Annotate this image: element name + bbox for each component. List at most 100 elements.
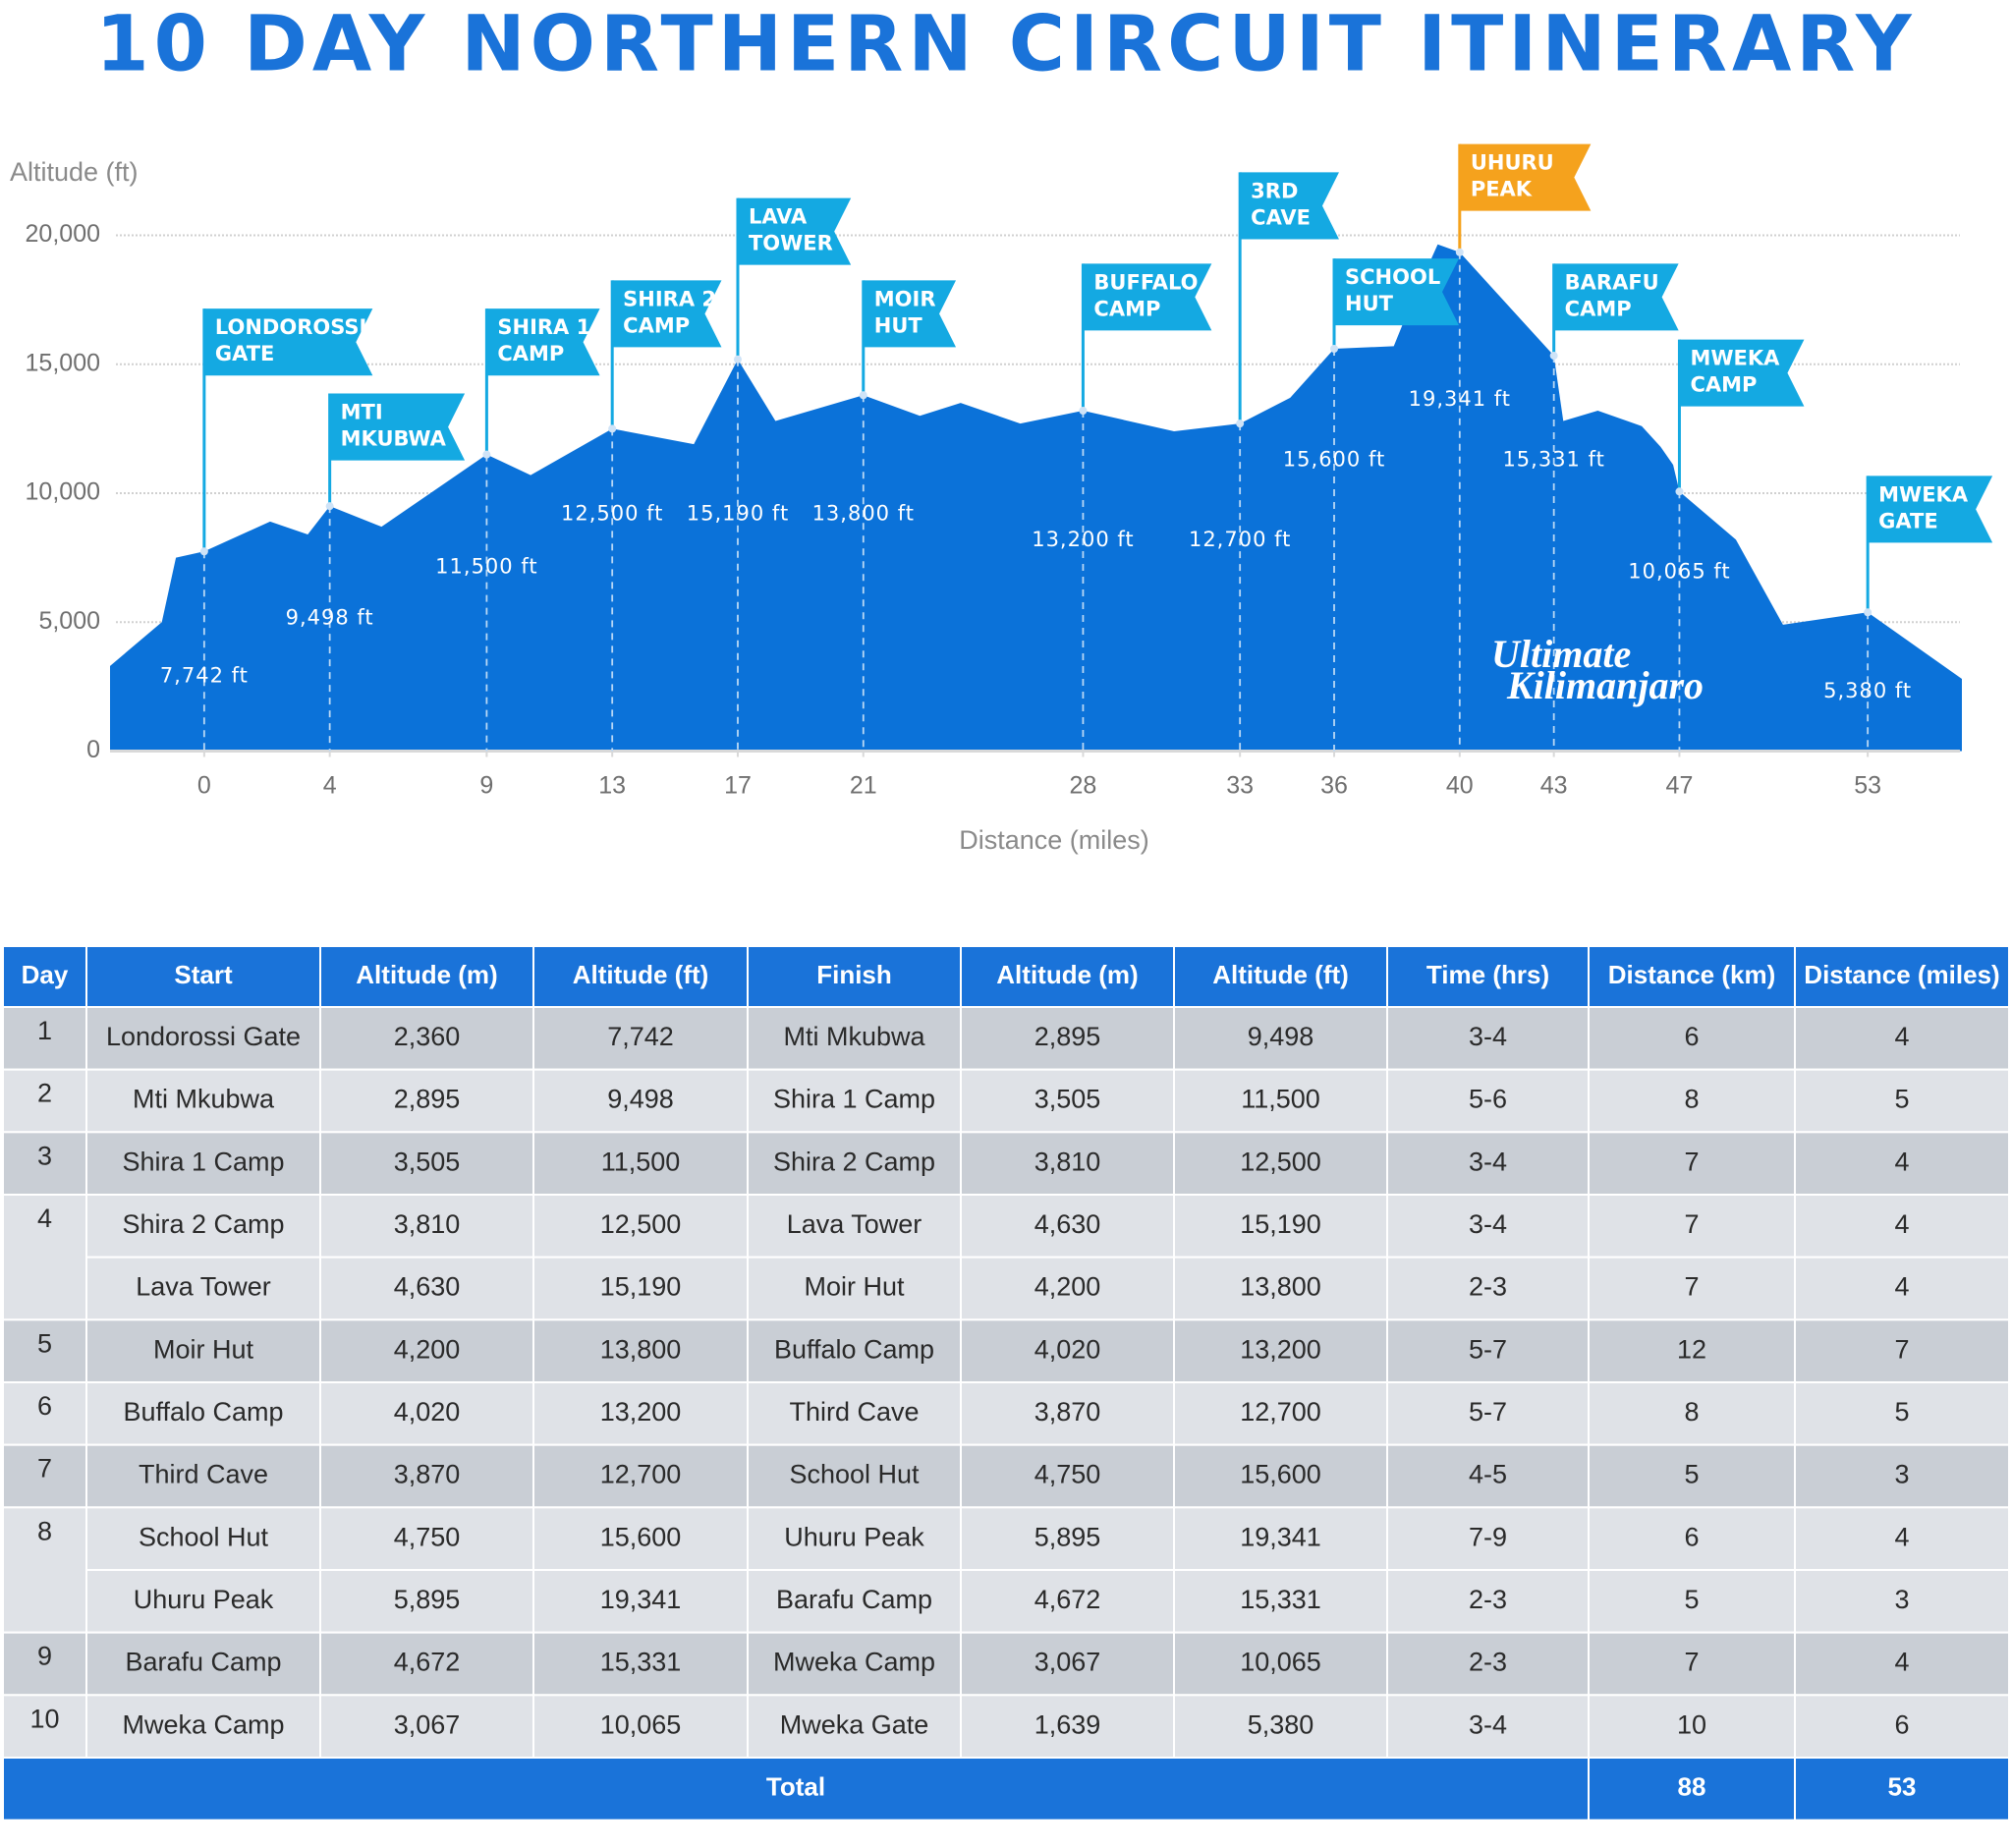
table-cell [960, 1631, 1175, 1697]
table-cell [1173, 1631, 1388, 1697]
cell-text: 2,895 [1034, 1022, 1101, 1051]
cell-text: 12,500 [1240, 1147, 1321, 1176]
flag [1240, 172, 1339, 240]
cell-text: 5-6 [1469, 1085, 1507, 1114]
column-header: Altitude (m) [356, 960, 497, 989]
altitude-label: 12,700 ft [1189, 528, 1291, 551]
total-cell [1588, 1757, 1796, 1821]
y-tick-label: 20,000 [26, 220, 100, 248]
cell-text: 5 [1684, 1460, 1699, 1489]
altitude-label: 10,065 ft [1628, 560, 1730, 584]
cell-text: 5 [37, 1328, 52, 1358]
cell-text: Mti Mkubwa [133, 1085, 275, 1114]
flag [1083, 263, 1212, 331]
x-tick-label: 33 [1226, 772, 1254, 800]
marker-point [1864, 608, 1872, 617]
cell-text: 7-9 [1469, 1522, 1507, 1551]
x-tick-label: 36 [1320, 772, 1348, 800]
cell-text: 10,065 [1240, 1648, 1321, 1677]
table-cell [1794, 1194, 2010, 1259]
y-tick-label: 0 [86, 736, 100, 763]
flag-label: HUT [1345, 292, 1394, 315]
table-cell [1588, 1194, 1796, 1259]
cell-text: 8 [37, 1516, 52, 1545]
cell-text: 1,639 [1034, 1709, 1101, 1739]
table-cell [747, 1256, 962, 1321]
table-cell [532, 1569, 749, 1634]
cell-text: 3-4 [1469, 1147, 1507, 1176]
flag [486, 308, 600, 376]
cell-text: 11,500 [1241, 1085, 1320, 1114]
flag-label: CAVE [1251, 205, 1311, 229]
cell-text: 7 [1684, 1147, 1699, 1176]
cell-text: 4 [1894, 1272, 1909, 1302]
cell-text: 15,600 [600, 1522, 682, 1551]
cell-text: Barafu Camp [125, 1648, 281, 1677]
cell-text: Mti Mkubwa [783, 1022, 925, 1051]
table-cell [1386, 1194, 1590, 1259]
column-header: Altitude (m) [996, 960, 1138, 989]
table-cell [85, 1006, 321, 1071]
table-cell [2, 1443, 87, 1509]
table-cell [319, 1256, 534, 1321]
table-cell [319, 1694, 534, 1760]
flag [1334, 258, 1459, 326]
table-cell [747, 1068, 962, 1134]
flag [1679, 339, 1805, 407]
table-cell [1173, 1694, 1388, 1760]
header-cell [960, 945, 1175, 1008]
table-cell [1386, 1694, 1590, 1760]
cell-text: Mweka Gate [780, 1709, 929, 1739]
table-cell [747, 1318, 962, 1384]
flag-label: MOIR [874, 287, 936, 310]
table-cell [1173, 1381, 1388, 1446]
cell-text: 8 [1684, 1085, 1699, 1114]
cell-text: 6 [1684, 1022, 1699, 1051]
cell-text: Moir Hut [804, 1272, 905, 1302]
cell-text: 5-7 [1469, 1397, 1507, 1427]
marker-point [482, 450, 491, 459]
cell-text: Shira 2 Camp [773, 1147, 935, 1176]
table-cell [85, 1381, 321, 1446]
flag-label: TOWER [749, 232, 833, 255]
header-cell [1386, 945, 1590, 1008]
cell-text: 4,630 [394, 1272, 461, 1302]
cell-text: 13,800 [1240, 1272, 1321, 1302]
table-cell [960, 1068, 1175, 1134]
cell-text: 5,380 [1248, 1709, 1314, 1739]
cell-text: 3,810 [394, 1209, 461, 1239]
cell-text: 15,190 [600, 1272, 682, 1302]
table-cell [960, 1318, 1175, 1384]
flag-label: HUT [874, 313, 923, 337]
cell-text: 3-4 [1469, 1022, 1507, 1051]
table-cell [85, 1506, 321, 1572]
flag [612, 280, 722, 348]
cell-text: 12,700 [600, 1460, 682, 1489]
column-header: Altitude (ft) [1212, 960, 1349, 989]
flag-label: CAMP [623, 313, 690, 337]
cell-text: 7 [1684, 1272, 1699, 1302]
cell-text: 6 [1894, 1709, 1909, 1739]
altitude-label: 13,800 ft [812, 502, 915, 526]
total-label: Total [766, 1772, 825, 1802]
cell-text: 4 [1894, 1022, 1909, 1051]
cell-text: 19,341 [1240, 1522, 1321, 1551]
table-cell [85, 1694, 321, 1760]
cell-text: 9 [37, 1642, 52, 1671]
flag-label: SCHOOL [1345, 265, 1440, 289]
table-cell [85, 1631, 321, 1697]
table-cell [532, 1506, 749, 1572]
flag-label: GATE [215, 342, 275, 365]
cell-text: 2,895 [394, 1085, 461, 1114]
cell-text: 7 [1684, 1648, 1699, 1677]
table-cell [747, 1194, 962, 1259]
cell-text: Lava Tower [136, 1272, 271, 1302]
cell-text: 1 [37, 1016, 52, 1045]
cell-text: Shira 1 Camp [773, 1085, 935, 1114]
table-cell [1794, 1318, 2010, 1384]
table-cell [1794, 1131, 2010, 1197]
cell-text: 4,200 [1034, 1272, 1101, 1302]
flag [203, 308, 373, 376]
y-tick-label: 15,000 [26, 349, 100, 376]
column-header: Start [174, 960, 233, 989]
